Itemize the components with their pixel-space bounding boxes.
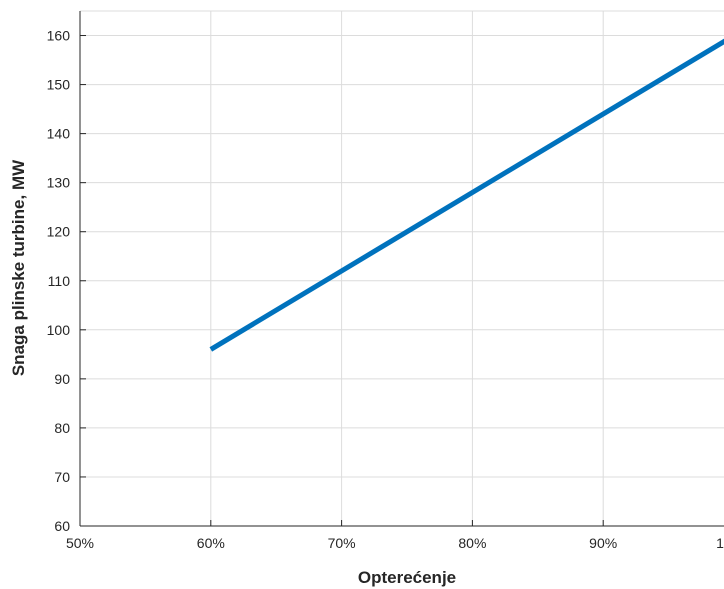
y-tick-label: 100 xyxy=(47,322,71,338)
y-tick-label: 110 xyxy=(48,273,71,289)
series-line xyxy=(209,38,724,352)
tick-labels: 50% 60% 70% 80% 90% 100% 60 70 80 90 100 110 120 130 1… xyxy=(47,28,724,551)
y-tick-label: 140 xyxy=(47,126,71,142)
x-tick-label: 50% xyxy=(66,535,94,551)
series-layer xyxy=(209,38,724,352)
y-tick-label: 120 xyxy=(47,224,71,240)
x-tick-label: 60% xyxy=(197,535,225,551)
y-tick-label: 130 xyxy=(47,175,71,191)
x-tick-label: 80% xyxy=(458,535,486,551)
axes xyxy=(79,11,724,527)
grid-lines xyxy=(80,10,724,526)
x-tick-label: 100% xyxy=(716,535,724,551)
x-tick-label: 90% xyxy=(589,535,617,551)
y-axis-title: Snaga plinske turbine, MW xyxy=(9,159,28,376)
plot-area xyxy=(80,11,724,526)
y-tick-label: 70 xyxy=(54,469,70,485)
x-axis-title: Opterećenje xyxy=(358,568,456,587)
y-tick-label: 90 xyxy=(54,371,70,387)
x-tick-label: 70% xyxy=(328,535,356,551)
y-tick-label: 60 xyxy=(54,518,70,534)
y-tick-label: 80 xyxy=(54,420,70,436)
y-tick-label: 160 xyxy=(47,28,71,44)
y-tick-label: 150 xyxy=(47,77,71,93)
